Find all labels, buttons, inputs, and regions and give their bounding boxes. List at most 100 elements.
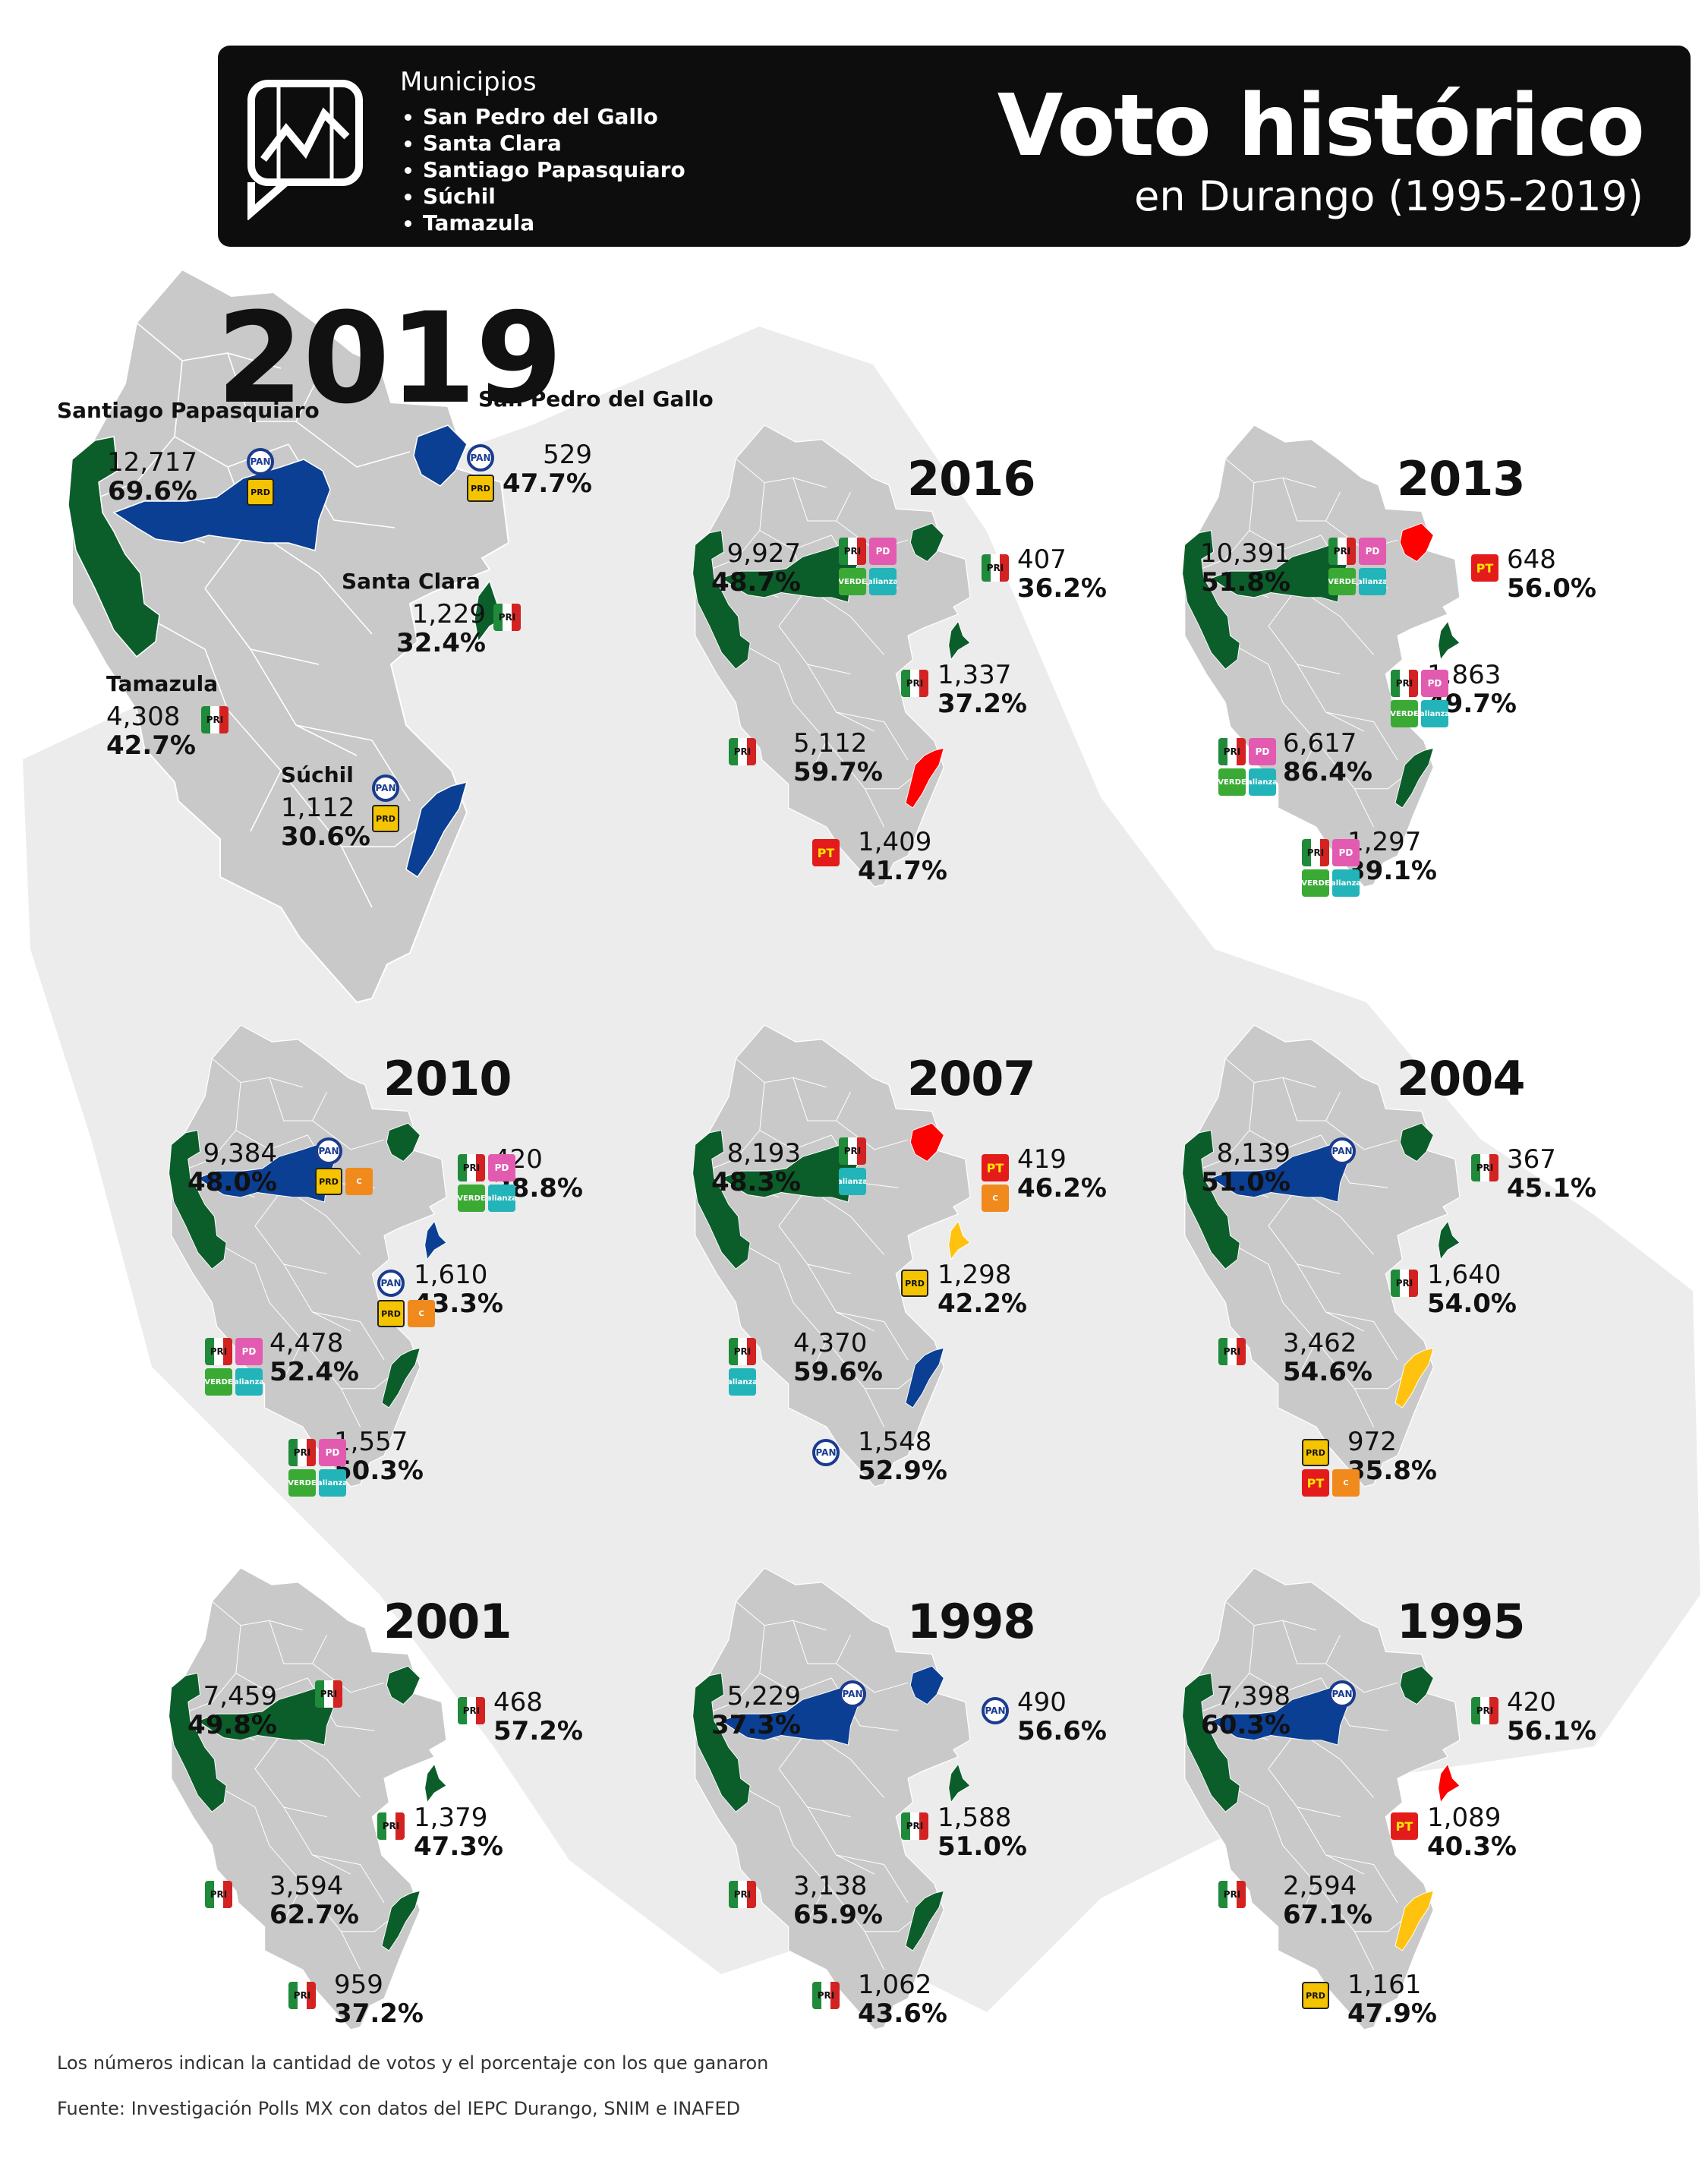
party-logo-row: VERDE alianza <box>458 1185 515 1212</box>
party-logos: PT <box>1471 554 1498 582</box>
vote-percentage: 37.2% <box>334 1998 424 2030</box>
vote-count: 1,610 <box>414 1260 488 1290</box>
party-logo-pri-icon: PRI <box>901 670 928 697</box>
municipal-border <box>736 1240 794 1303</box>
result-label-tamazula: 3,138 65.9% <box>793 1872 883 1929</box>
vote-count: 419 <box>1017 1144 1067 1175</box>
municipal-border <box>283 1806 351 1875</box>
result-label-tamazula: 5,112 59.7% <box>793 729 883 787</box>
vote-count: 1,229 <box>411 599 486 629</box>
municipality-name-label: Súchil <box>281 762 354 787</box>
party-logo-pd-icon: PD <box>1249 738 1276 765</box>
party-logo-na-icon: alianza <box>839 1168 866 1195</box>
vote-percentage: 45.1% <box>1507 1173 1596 1204</box>
vote-percentage: 41.7% <box>858 856 947 887</box>
party-logo-pri-icon: PRI <box>812 1982 840 2009</box>
party-logo-pri-icon: PRI <box>1218 738 1246 765</box>
party-logo-pri-icon: PRI <box>839 1137 866 1165</box>
party-logo-pri-icon: PRI <box>201 706 228 733</box>
party-logo-pri-icon: PRI <box>377 1812 405 1840</box>
party-logos: PAN PRD C <box>315 1137 373 1195</box>
municipality-name: Súchil <box>281 763 354 787</box>
vote-count: 1,297 <box>1347 827 1422 857</box>
party-logo-pri-icon: PRI <box>205 1881 232 1908</box>
result-label-suchil: 959 37.2% <box>334 1970 424 2028</box>
vote-percentage: 86.4% <box>1283 757 1372 788</box>
vote-percentage: 47.9% <box>1347 1998 1437 2030</box>
result-label-tamazula: 6,617 86.4% <box>1283 729 1372 787</box>
party-logos: PRI PD VERDE alianza <box>288 1439 346 1497</box>
vote-percentage: 48.0% <box>188 1167 277 1198</box>
municipal-border <box>312 1854 385 1904</box>
party-logo-row: PRI <box>1218 1338 1246 1365</box>
party-logo-row: PAN <box>315 1137 373 1165</box>
party-logo-pvem-icon: VERDE <box>205 1368 232 1396</box>
durango-map-2001 <box>169 1567 447 2030</box>
municipal-border <box>759 482 832 550</box>
municipal-border <box>759 1082 832 1150</box>
result-label-santiago: 9,384 48.0% <box>156 1139 277 1197</box>
municipal-border <box>807 664 875 732</box>
result-label-sanpedro: 367 45.1% <box>1507 1145 1596 1203</box>
municipal-border <box>235 1082 308 1150</box>
result-label-tamazula: 3,594 62.7% <box>269 1872 359 1929</box>
municipal-border <box>1224 1058 1317 1088</box>
party-logo-row: PRI <box>729 1338 756 1365</box>
party-logo-pvem-icon: VERDE <box>458 1185 485 1212</box>
municipios-title: Municipios <box>400 67 537 97</box>
party-logo-row: VERDE alianza <box>288 1469 346 1497</box>
party-logo-row: PAN <box>839 1680 866 1708</box>
party-logo-row: PRI <box>201 706 228 733</box>
party-logos: PAN <box>982 1697 1009 1724</box>
party-logo-pri-icon: PRI <box>458 1154 485 1181</box>
party-logo-na-icon: alianza <box>319 1469 346 1497</box>
municipal-border <box>826 1883 885 1970</box>
year-label: 1995 <box>1397 1594 1526 1649</box>
party-logo-pri-icon: PRI <box>458 1697 485 1724</box>
municipal-border <box>227 352 320 422</box>
header-banner: Municipios San Pedro del Gallo Santa Cla… <box>218 46 1691 247</box>
party-logo-row: PRI PD <box>1391 670 1448 697</box>
vote-percentage: 35.8% <box>1347 1456 1437 1487</box>
party-logo-pt-icon: PT <box>982 1154 1009 1181</box>
party-logo-pri-icon: PRI <box>1391 670 1418 697</box>
result-label-sanpedro: 468 57.2% <box>493 1688 583 1746</box>
year-label: 1998 <box>907 1594 1036 1649</box>
party-logos: PRI <box>729 1881 756 1908</box>
durango-map-2007 <box>692 1024 971 1487</box>
party-logo-row: PRI <box>1391 1270 1418 1297</box>
vote-percentage: 50.3% <box>334 1456 424 1487</box>
party-logo-na-icon: alianza <box>1332 869 1360 897</box>
municipal-border <box>98 436 175 498</box>
party-logo-row: PRI <box>288 1982 316 2009</box>
municipal-border <box>759 1625 832 1693</box>
durango-map-1998 <box>692 1567 971 2030</box>
municipal-border <box>254 1768 327 1818</box>
municipality-tamazula <box>692 530 751 670</box>
municipality-name-label: San Pedro del Gallo <box>478 386 714 412</box>
party-logos: PRI PD VERDE alianza <box>205 1338 263 1396</box>
result-label-sanpedro: 419 46.2% <box>1017 1145 1107 1203</box>
municipal-border <box>1249 1625 1322 1693</box>
result-label-santiago: 9,927 48.7% <box>679 539 801 597</box>
municipality-sanpedro <box>1399 1122 1434 1162</box>
municipal-border <box>1297 1806 1365 1875</box>
party-logo-pri-icon: PRI <box>1302 839 1329 866</box>
vote-percentage: 36.2% <box>1017 573 1107 604</box>
party-logo-row: PRD <box>467 475 494 502</box>
municipality-tamazula <box>1182 1130 1240 1270</box>
municipal-border <box>793 478 851 522</box>
party-logo-prd-icon: PRD <box>901 1270 928 1297</box>
vote-count: 4,478 <box>269 1328 344 1358</box>
municipality-name: San Pedro del Gallo <box>478 386 714 412</box>
municipal-border <box>807 1806 875 1875</box>
party-logos: PRD <box>1302 1982 1329 2009</box>
party-logos: PAN PRD <box>372 774 399 832</box>
party-logo-conv-icon: C <box>345 1168 373 1195</box>
party-logo-row: PRI <box>377 1812 405 1840</box>
party-logos: PRI <box>315 1680 342 1708</box>
municipal-border <box>826 740 885 828</box>
vote-count: 1,298 <box>938 1260 1012 1290</box>
party-logo-row: PRI <box>1471 1697 1498 1724</box>
party-logos: PRI PD VERDE alianza <box>1391 670 1448 727</box>
